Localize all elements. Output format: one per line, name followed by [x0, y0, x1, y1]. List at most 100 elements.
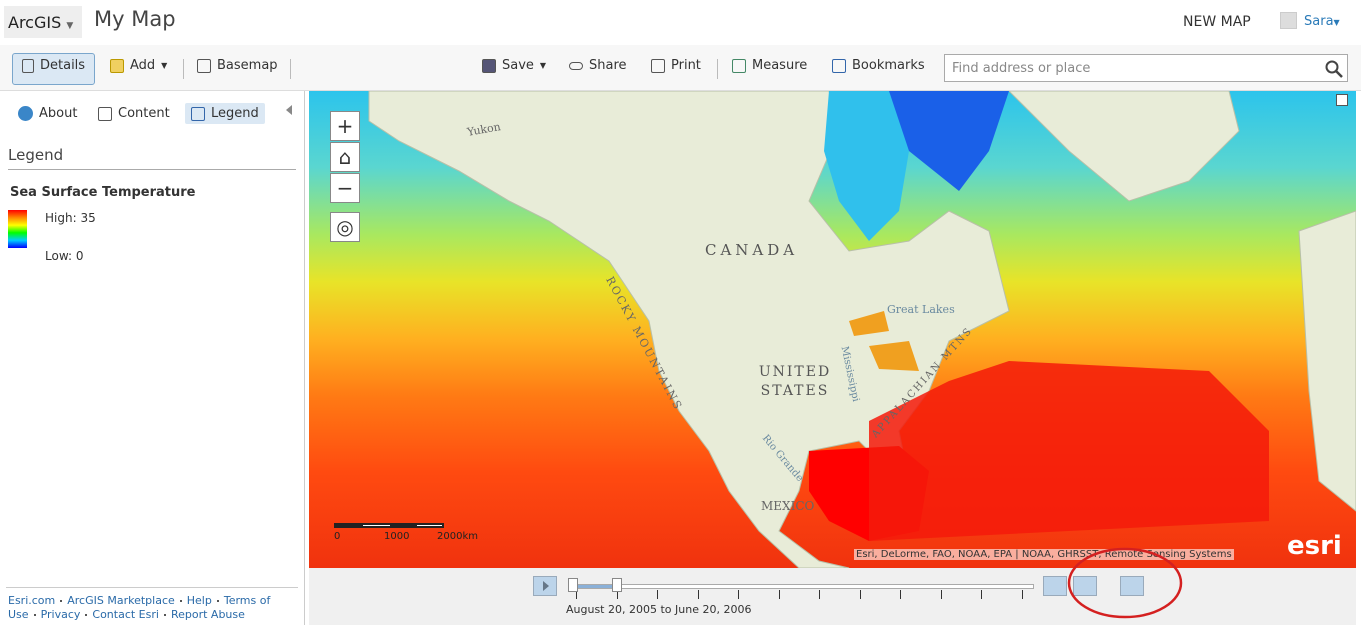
slider-tick — [859, 590, 861, 599]
bookmarks-button[interactable]: Bookmarks — [832, 58, 925, 73]
settings-button[interactable] — [1120, 576, 1144, 596]
map-label: Great Lakes — [887, 303, 955, 316]
map[interactable]: Yukon CANADA ROCKY MOUNTAINS Great Lakes… — [309, 91, 1356, 568]
esri-logo: esri — [1287, 531, 1342, 561]
about-tab[interactable]: About — [12, 103, 83, 124]
baffin-water — [889, 91, 1009, 191]
slider-tick — [900, 590, 901, 599]
attribution: Esri, DeLorme, FAO, NOAA, EPA | NOAA, GH… — [854, 549, 1234, 560]
north-america — [368, 91, 1010, 568]
basemap-button[interactable]: Basemap — [197, 58, 278, 73]
share-label: Share — [589, 58, 627, 73]
tab-label: Legend — [211, 106, 259, 121]
content-tab[interactable]: Content — [92, 103, 176, 124]
footer-link[interactable]: Help — [186, 594, 212, 607]
slider-range — [569, 585, 617, 588]
footer-link[interactable]: ArcGIS Marketplace — [67, 594, 175, 607]
zoom-out[interactable]: − — [330, 173, 360, 203]
scale-label: 1000 — [384, 531, 410, 542]
great-lakes — [849, 311, 919, 371]
time-slider: August 20, 2005 to June 20, 2006 — [309, 568, 1356, 625]
play-button[interactable] — [533, 576, 557, 596]
separator — [216, 600, 219, 602]
save-label: Save — [502, 58, 534, 73]
slider-track — [568, 584, 1034, 589]
logo: ArcGIS — [8, 13, 62, 32]
logo-menu[interactable]: ArcGIS ▼ — [4, 6, 82, 38]
legend-high: High: 35 — [45, 211, 96, 225]
expand[interactable] — [1336, 94, 1348, 106]
scale-label: 2000km — [437, 531, 478, 542]
map-label: CANADA — [705, 241, 799, 259]
legend-low: Low: 0 — [45, 249, 84, 263]
map-title: My Map — [94, 7, 176, 31]
search-placeholder: Find address or place — [952, 61, 1091, 76]
slider-tick — [778, 590, 780, 599]
slider-tick — [1021, 590, 1023, 599]
gulf-stream — [869, 361, 1269, 541]
user-menu[interactable]: Sara▼ — [1304, 14, 1340, 29]
legend-ramp — [8, 210, 27, 248]
add-label: Add — [130, 58, 156, 73]
highlight-circle — [1067, 547, 1183, 619]
divider — [6, 587, 298, 588]
footer-links: Esri.com ArcGIS Marketplace Help Terms of U… — [8, 594, 288, 622]
details: Details — [22, 58, 85, 73]
time-range: August 20, 2005 to June 20, 2006 — [566, 603, 752, 616]
print-label: Print — [671, 58, 701, 73]
legend-tab[interactable]: Legend — [185, 103, 265, 124]
details-label: Details — [40, 58, 86, 73]
slider-handle[interactable] — [612, 578, 622, 592]
slider-tick — [697, 590, 699, 599]
bookmarks-label: Bookmarks — [852, 58, 925, 73]
share-button[interactable]: Share — [569, 58, 627, 73]
map-label: UNITED STATES — [758, 364, 832, 399]
slider-tick — [657, 590, 658, 599]
slider-tick — [819, 590, 820, 599]
separator — [60, 600, 63, 602]
tab-label: About — [39, 106, 78, 121]
search-box[interactable]: Find address or place — [944, 54, 1348, 82]
user-name: Sara — [1304, 14, 1334, 29]
greenland — [1008, 91, 1240, 202]
scale-label: 0 — [334, 531, 341, 542]
zoom-in[interactable]: + — [330, 111, 360, 141]
sidebar: About Content Legend Legend Sea Surface … — [0, 91, 305, 625]
footer-link[interactable]: Terms of Use — [8, 594, 271, 621]
slider-tick — [981, 590, 982, 599]
divider — [8, 169, 296, 170]
slider-handle[interactable] — [568, 578, 578, 592]
add-button[interactable]: Add ▼ — [110, 58, 167, 73]
details-button[interactable] — [12, 53, 95, 85]
collapse-arrow[interactable] — [286, 105, 292, 115]
measure-label: Measure — [752, 58, 808, 73]
basemap-label: Basemap — [217, 58, 278, 73]
footer-link[interactable]: Report Abuse — [170, 608, 245, 621]
locate[interactable]: ◎ — [330, 212, 360, 242]
save-button[interactable]: Save ▼ — [482, 58, 546, 73]
europe-africa — [1298, 210, 1356, 512]
new-map[interactable]: NEW MAP — [1183, 14, 1251, 30]
footer-link[interactable]: Esri.com — [8, 594, 56, 607]
separator — [183, 59, 184, 79]
slider-tick — [576, 590, 577, 599]
slider-tick — [738, 590, 739, 599]
footer-link[interactable]: Privacy — [40, 608, 81, 621]
map-label: MEXICO — [761, 499, 815, 513]
separator — [33, 614, 36, 616]
next-button[interactable] — [1073, 576, 1097, 596]
search-icon[interactable] — [1325, 60, 1343, 78]
slider-tick — [616, 590, 618, 599]
separator — [179, 600, 182, 602]
avatar — [1280, 12, 1297, 29]
print-button[interactable]: Print — [651, 58, 701, 73]
separator — [717, 59, 718, 79]
toolbar: Details Add ▼ Basemap Save ▼ Share Print M… — [0, 45, 1361, 91]
previous-button[interactable] — [1043, 576, 1067, 596]
footer-link[interactable]: Contact Esri — [92, 608, 159, 621]
measure-button[interactable]: Measure — [732, 58, 807, 73]
home[interactable]: ⌂ — [330, 142, 360, 172]
separator — [163, 614, 166, 616]
header: ArcGIS ▼ My Map NEW MAP Sara▼ — [0, 0, 1361, 45]
